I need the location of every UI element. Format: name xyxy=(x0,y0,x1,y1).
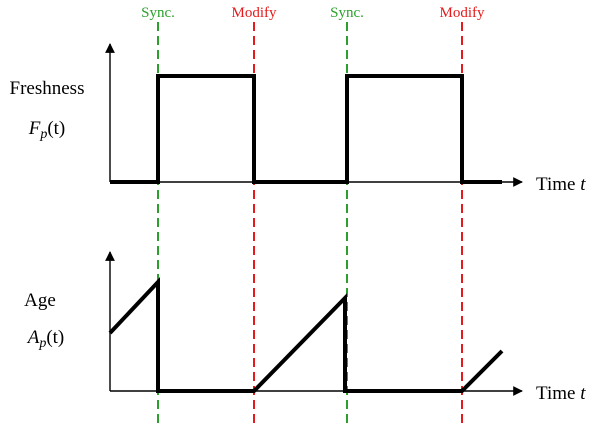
event-label-modify-1: Modify xyxy=(232,5,278,21)
time-axis-label-top: Time t xyxy=(536,174,586,195)
event-label-sync-2: Sync. xyxy=(330,5,364,21)
age-title: Age xyxy=(24,290,56,311)
freshness-title: Freshness xyxy=(10,78,85,99)
time-axis-label-bottom: Time t xyxy=(536,383,586,404)
event-label-sync-1: Sync. xyxy=(141,5,175,21)
age-signal xyxy=(108,276,504,393)
age-symbol: Ap(t) xyxy=(26,327,65,351)
freshness-symbol: Fp(t) xyxy=(28,118,66,142)
event-label-modify-2: Modify xyxy=(440,5,486,21)
freshness-signal xyxy=(110,74,502,184)
